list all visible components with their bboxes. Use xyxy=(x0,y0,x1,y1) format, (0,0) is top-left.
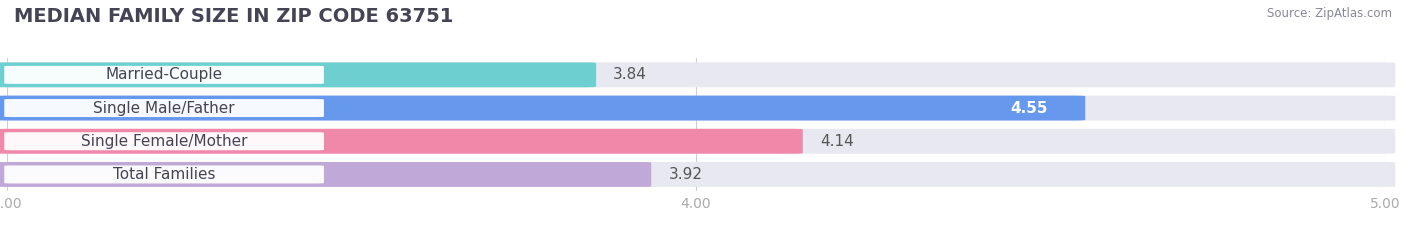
Text: Single Female/Mother: Single Female/Mother xyxy=(82,134,247,149)
FancyBboxPatch shape xyxy=(0,162,1395,187)
FancyBboxPatch shape xyxy=(0,162,651,187)
Text: 4.55: 4.55 xyxy=(1010,101,1047,116)
FancyBboxPatch shape xyxy=(4,99,323,117)
FancyBboxPatch shape xyxy=(0,129,803,154)
FancyBboxPatch shape xyxy=(0,62,1395,87)
FancyBboxPatch shape xyxy=(4,66,323,84)
FancyBboxPatch shape xyxy=(0,62,596,87)
Text: MEDIAN FAMILY SIZE IN ZIP CODE 63751: MEDIAN FAMILY SIZE IN ZIP CODE 63751 xyxy=(14,7,453,26)
FancyBboxPatch shape xyxy=(0,96,1395,120)
FancyBboxPatch shape xyxy=(4,165,323,183)
Text: Single Male/Father: Single Male/Father xyxy=(93,101,235,116)
Text: Married-Couple: Married-Couple xyxy=(105,67,222,82)
FancyBboxPatch shape xyxy=(4,132,323,150)
Text: Total Families: Total Families xyxy=(112,167,215,182)
FancyBboxPatch shape xyxy=(0,129,1395,154)
Text: 3.92: 3.92 xyxy=(668,167,703,182)
Text: Source: ZipAtlas.com: Source: ZipAtlas.com xyxy=(1267,7,1392,20)
Text: 4.14: 4.14 xyxy=(820,134,853,149)
Text: 3.84: 3.84 xyxy=(613,67,647,82)
FancyBboxPatch shape xyxy=(0,96,1085,120)
